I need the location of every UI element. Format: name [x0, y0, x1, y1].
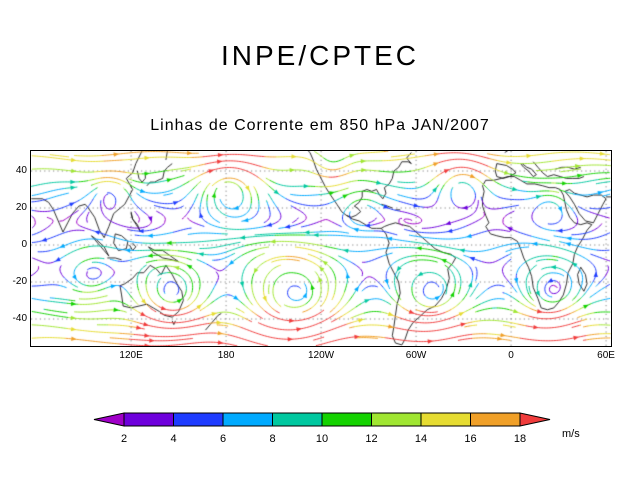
y-tick-label: -40 — [12, 313, 27, 324]
x-tick-label: 180 — [217, 350, 235, 361]
colorbar-segment — [173, 412, 224, 427]
x-tick-label: 0 — [508, 350, 514, 361]
colorbar-tick-label: 16 — [464, 433, 476, 445]
x-tick-label: 60E — [597, 350, 615, 361]
page-title: INPE/CPTEC — [220, 40, 420, 71]
colorbar-tick-label: 4 — [170, 433, 176, 445]
colorbar-tick-label: 18 — [514, 433, 526, 445]
colorbar-tick-label: 14 — [415, 433, 427, 445]
streamline-canvas — [31, 151, 611, 346]
y-tick-label: 0 — [21, 239, 27, 250]
colorbar: 2 4 6 8 10 12 14 16 18 — [93, 412, 551, 445]
colorbar-tick-label: 8 — [269, 433, 275, 445]
colorbar-unit-label: m/s — [562, 428, 580, 440]
map-plot: 40 20 0 -20 -40 120E 180 120W 60W 0 60E — [13, 150, 615, 361]
colorbar-segment — [371, 412, 422, 427]
colorbar-right-arrow — [519, 412, 551, 427]
y-tick-label: 20 — [15, 202, 27, 213]
colorbar-segment — [123, 412, 174, 427]
x-tick-label: 60W — [405, 350, 427, 361]
colorbar-tick-label: 10 — [316, 433, 328, 445]
colorbar-left-arrow — [93, 412, 125, 427]
colorbar-segment — [321, 412, 372, 427]
x-tick-label: 120E — [119, 350, 143, 361]
chart-title: Linhas de Corrente em 850 hPa JAN/2007 — [150, 117, 490, 134]
x-tick-label: 120W — [308, 350, 335, 361]
colorbar-segment — [222, 412, 273, 427]
colorbar-segment — [420, 412, 471, 427]
colorbar-segment — [272, 412, 323, 427]
y-tick-label: -20 — [12, 276, 27, 287]
y-tick-label: 40 — [15, 165, 27, 176]
colorbar-segment — [470, 412, 521, 427]
colorbar-tick-label: 12 — [365, 433, 377, 445]
colorbar-tick-label: 2 — [121, 433, 127, 445]
colorbar-tick-label: 6 — [220, 433, 226, 445]
